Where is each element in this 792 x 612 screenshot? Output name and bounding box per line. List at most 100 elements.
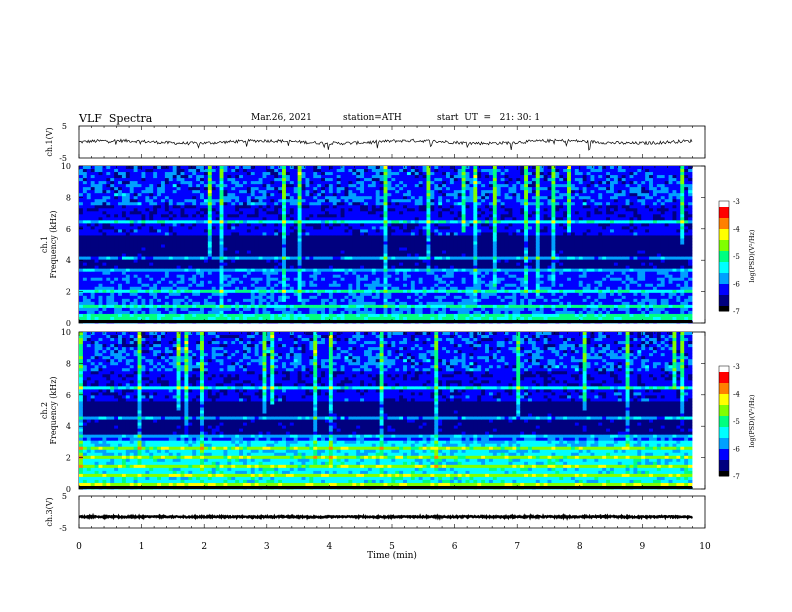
spectrogram-cell bbox=[418, 202, 423, 206]
spectrogram-cell bbox=[395, 166, 400, 170]
spectrogram-cell bbox=[200, 298, 205, 303]
spectrogram-cell bbox=[90, 229, 96, 233]
spectrogram-cell bbox=[309, 280, 314, 285]
spectrogram-cell bbox=[403, 265, 408, 270]
spectrogram-cell bbox=[278, 178, 283, 182]
spectrogram-cell bbox=[266, 181, 271, 185]
spectrogram-cell bbox=[211, 175, 217, 179]
spectrogram-cell bbox=[110, 202, 115, 206]
spectrogram-cell bbox=[438, 223, 443, 227]
spectrogram-cell bbox=[258, 247, 263, 251]
spectrogram-cell bbox=[410, 268, 416, 273]
spectrogram-cell bbox=[282, 172, 287, 176]
spectrogram-cell bbox=[203, 298, 209, 303]
spectrogram-cell bbox=[231, 268, 236, 273]
spectrogram-cell bbox=[94, 172, 99, 176]
spectrogram-cell bbox=[305, 286, 310, 291]
spectrogram-cell bbox=[422, 307, 427, 312]
spectrogram-cell bbox=[285, 268, 291, 273]
spectrogram-cell bbox=[246, 175, 252, 179]
spectrogram-cell bbox=[352, 292, 357, 297]
spectrogram-cell bbox=[196, 316, 201, 321]
spectrogram-cell bbox=[223, 214, 228, 218]
spectrogram-cell bbox=[285, 184, 291, 188]
spectrogram-cell bbox=[239, 205, 244, 209]
spectrogram-cell bbox=[270, 265, 275, 270]
spectrogram-cell bbox=[403, 223, 408, 227]
spectrogram-cell bbox=[278, 205, 283, 209]
spectrogram-cell bbox=[309, 316, 314, 321]
spectrogram-cell bbox=[305, 271, 310, 276]
spectrogram-cell bbox=[129, 277, 135, 282]
spectrogram-cell bbox=[328, 220, 334, 224]
spectrogram-cell bbox=[203, 247, 209, 251]
spectrogram-cell bbox=[430, 235, 435, 239]
spectrogram-cell bbox=[410, 202, 416, 206]
spectrogram-cell bbox=[246, 220, 252, 224]
spectrogram-cell bbox=[94, 208, 99, 212]
spectrogram-cell bbox=[321, 214, 326, 218]
spectrogram-cell bbox=[446, 286, 451, 291]
spectrogram-cell bbox=[98, 280, 103, 285]
spectrogram-cell bbox=[426, 238, 431, 242]
spectrogram-cell bbox=[449, 268, 455, 273]
spectrogram-cell bbox=[133, 166, 138, 170]
spectrogram-cell bbox=[176, 229, 181, 233]
spectrogram-cell bbox=[184, 238, 189, 242]
spectrogram-cell bbox=[246, 304, 252, 309]
spectrogram-cell bbox=[301, 166, 306, 170]
spectrogram-cell bbox=[246, 190, 252, 194]
spectrogram-cell bbox=[250, 274, 256, 279]
spectrogram-cell bbox=[309, 193, 314, 197]
spectrogram-cell bbox=[278, 259, 283, 264]
spectrogram-cell bbox=[371, 274, 377, 279]
spectrogram-cell bbox=[242, 286, 248, 291]
spectrogram-cell bbox=[301, 268, 306, 273]
spectrogram-cell bbox=[309, 166, 314, 170]
spectrogram-cell bbox=[278, 181, 283, 185]
spectrogram-cell bbox=[406, 184, 412, 188]
spectrogram-cell bbox=[227, 265, 232, 270]
spectrogram-cell bbox=[414, 184, 420, 188]
spectrogram-cell bbox=[215, 274, 220, 279]
spectrogram-cell bbox=[250, 199, 256, 203]
spectrogram-cell bbox=[235, 196, 240, 200]
spectrogram-cell bbox=[387, 256, 392, 260]
spectrogram-cell bbox=[379, 283, 384, 288]
spectrogram-cell bbox=[118, 253, 123, 257]
spectrogram-cell bbox=[82, 184, 88, 188]
spectrogram-cell bbox=[399, 292, 404, 297]
spectrogram-cell bbox=[371, 316, 377, 321]
spectrogram-cell bbox=[422, 169, 427, 173]
spectrogram-cell bbox=[426, 235, 431, 239]
spectrogram-cell bbox=[282, 250, 287, 254]
spectrogram-cell bbox=[137, 193, 142, 197]
spectrogram-cell bbox=[207, 232, 213, 236]
spectrogram-cell bbox=[360, 271, 365, 276]
spectrogram-cell bbox=[160, 196, 166, 200]
spectrogram-cell bbox=[121, 208, 127, 212]
spectrogram-cell bbox=[371, 259, 377, 264]
spectrogram-cell bbox=[160, 208, 166, 212]
spectrogram-cell bbox=[246, 238, 252, 242]
spectrogram-cell bbox=[164, 313, 170, 318]
spectrogram-cell bbox=[258, 235, 263, 239]
spectrogram-cell bbox=[172, 307, 178, 312]
spectrogram-cell bbox=[168, 220, 174, 224]
spectrogram-cell bbox=[344, 169, 349, 173]
spectrogram-cell bbox=[141, 256, 146, 260]
spectrogram-cell bbox=[305, 247, 310, 251]
spectrogram-cell bbox=[145, 274, 150, 279]
spectrogram-cell bbox=[285, 220, 291, 224]
spectrogram-cell bbox=[86, 190, 92, 194]
spectrogram-cell bbox=[336, 241, 341, 245]
spectrogram-cell bbox=[176, 220, 181, 224]
spectrogram-cell bbox=[352, 199, 357, 203]
spectrogram-cell bbox=[414, 187, 420, 191]
spectrogram-cell bbox=[297, 187, 302, 191]
spectrogram-cell bbox=[305, 265, 310, 270]
spectrogram-cell bbox=[293, 244, 299, 248]
spectrogram-cell bbox=[90, 301, 96, 306]
spectrogram-cell bbox=[285, 226, 291, 230]
spectrogram-cell bbox=[207, 307, 213, 312]
